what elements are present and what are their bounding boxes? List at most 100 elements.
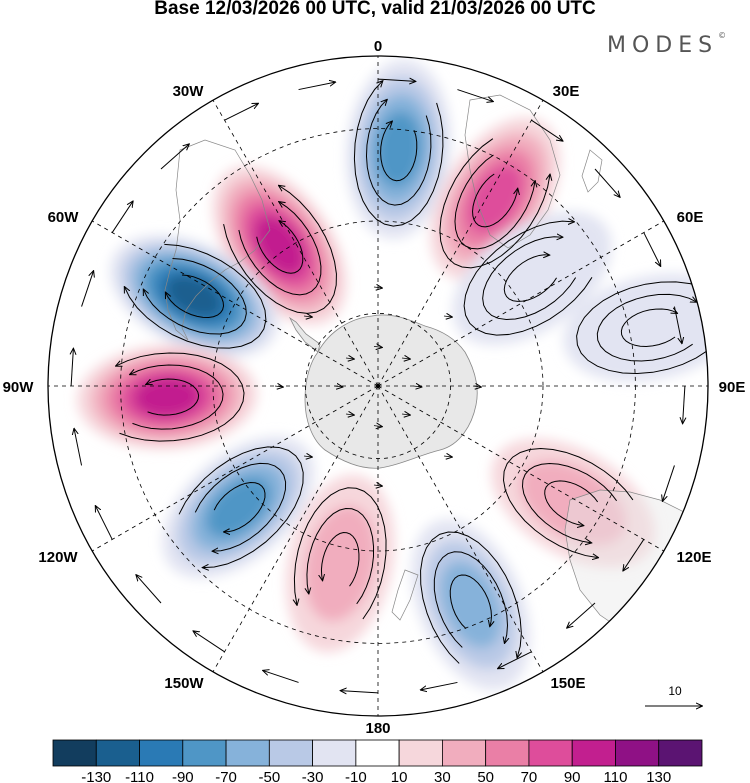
streamline (454, 154, 541, 250)
anomaly-negative-150e-level (440, 561, 502, 648)
colorbar-tick-label: 110 (604, 769, 628, 783)
flow-arrow (683, 385, 685, 423)
colorbar-swatch (139, 739, 184, 767)
reference-vector: 10 (645, 684, 702, 706)
lon-label-30w: 30W (173, 83, 205, 100)
streamline (433, 551, 520, 648)
meridian (212, 100, 379, 387)
lon-label-90w: 90W (3, 379, 35, 396)
anomaly-positive-30w-level (254, 215, 305, 276)
meridian (92, 385, 379, 552)
anomaly-positive-165w-level (304, 505, 377, 622)
anomaly-negative-125w-circulation (178, 446, 304, 585)
flow-arrow (531, 119, 562, 141)
flow-arrow (443, 456, 452, 457)
colorbar-tick-label: 90 (564, 769, 581, 783)
flow-arrow (673, 306, 681, 344)
streamline (482, 224, 577, 321)
colorbar-swatch (95, 739, 140, 767)
streamline (256, 219, 304, 274)
anomaly-positive-30w (212, 165, 347, 325)
streamline (194, 462, 287, 563)
streamline (503, 448, 634, 566)
meridian (377, 100, 544, 387)
streamline (521, 462, 618, 549)
flow-arrow (401, 414, 410, 415)
chart-title: Base 12/03/2026 00 UTC, valid 21/03/2026… (154, 0, 596, 19)
colorbar-swatch (52, 739, 97, 767)
flow-arrow (373, 346, 382, 347)
lon-label-180: 180 (365, 720, 390, 737)
anomaly-negative-60w (110, 235, 279, 358)
lon-label-150e: 150E (550, 675, 585, 692)
flow-arrow (443, 316, 452, 317)
streamline (162, 274, 225, 319)
flow-arrow (457, 89, 493, 102)
flow-arrow (377, 79, 415, 81)
colorbar-tick-label: 70 (521, 769, 538, 783)
streamline (463, 204, 593, 336)
flow-arrow (95, 506, 113, 540)
flow-arrow (623, 539, 645, 570)
anomaly-positive-30e-level (467, 164, 524, 233)
flow-arrow (224, 103, 259, 121)
flow-arrow (472, 386, 481, 387)
map-boundary (47, 55, 709, 717)
colorbar-swatch (398, 739, 443, 767)
streamline (115, 352, 245, 442)
south-america-outline (164, 139, 271, 341)
streamline (449, 574, 498, 630)
streamline (319, 532, 360, 587)
colorbar-tick-label: -10 (345, 769, 367, 783)
lon-label-150w: 150W (164, 675, 204, 692)
anomaly-positive-165w-circulation (287, 487, 387, 620)
anomaly-positive-120e (491, 438, 655, 568)
colorbar-tick-label: -90 (172, 769, 194, 783)
streamline (130, 364, 224, 430)
streamline (115, 243, 267, 349)
flow-arrow (345, 358, 354, 359)
flow-arrow (663, 465, 675, 501)
colorbar-swatch (225, 739, 270, 767)
anomaly-negative-0-circulation (353, 79, 444, 227)
lon-label-60e: 60E (677, 209, 704, 226)
streamline (380, 121, 418, 182)
brand-mark: © (718, 31, 727, 40)
streamline (287, 487, 387, 620)
modes-logo: MODES© (607, 31, 727, 58)
flow-arrow (303, 316, 312, 317)
colorbar-swatch (528, 739, 573, 767)
new-zealand-outline (391, 569, 419, 621)
streamline (472, 173, 521, 228)
anomaly-positive-165w (286, 474, 395, 653)
streamline (302, 508, 375, 605)
streamline (503, 248, 557, 302)
streamline (420, 531, 537, 664)
meridian (377, 385, 664, 552)
lon-label-30e: 30E (553, 83, 580, 100)
flow-arrow (373, 287, 382, 288)
streamline (439, 138, 559, 269)
anomaly-negative-60w-level (165, 275, 223, 318)
anomaly-field (77, 59, 708, 691)
flow-arrow (373, 426, 382, 427)
flow-arrow (263, 671, 299, 683)
madagascar-outline (581, 149, 603, 193)
colorbar-tick-label: 30 (434, 769, 451, 783)
anomaly-negative-125w-level (206, 477, 271, 538)
flow-arrow (498, 651, 532, 669)
colorbar-swatch (485, 739, 530, 767)
flow-arrow (74, 429, 83, 466)
anomaly-negative-0-level (375, 111, 422, 188)
streamline (596, 293, 706, 362)
anomaly-positive-30e-circulation (439, 138, 559, 269)
flow-arrow (298, 82, 336, 91)
meridian (377, 220, 664, 387)
map-disc (48, 56, 708, 716)
antarctica-landmass (304, 314, 478, 469)
anomaly-negative-50e-circulation (463, 204, 593, 336)
anomaly-positive-30w-circulation (223, 180, 337, 314)
lon-label-120w: 120W (38, 549, 78, 566)
anomaly-positive-90w-circulation (115, 352, 245, 442)
